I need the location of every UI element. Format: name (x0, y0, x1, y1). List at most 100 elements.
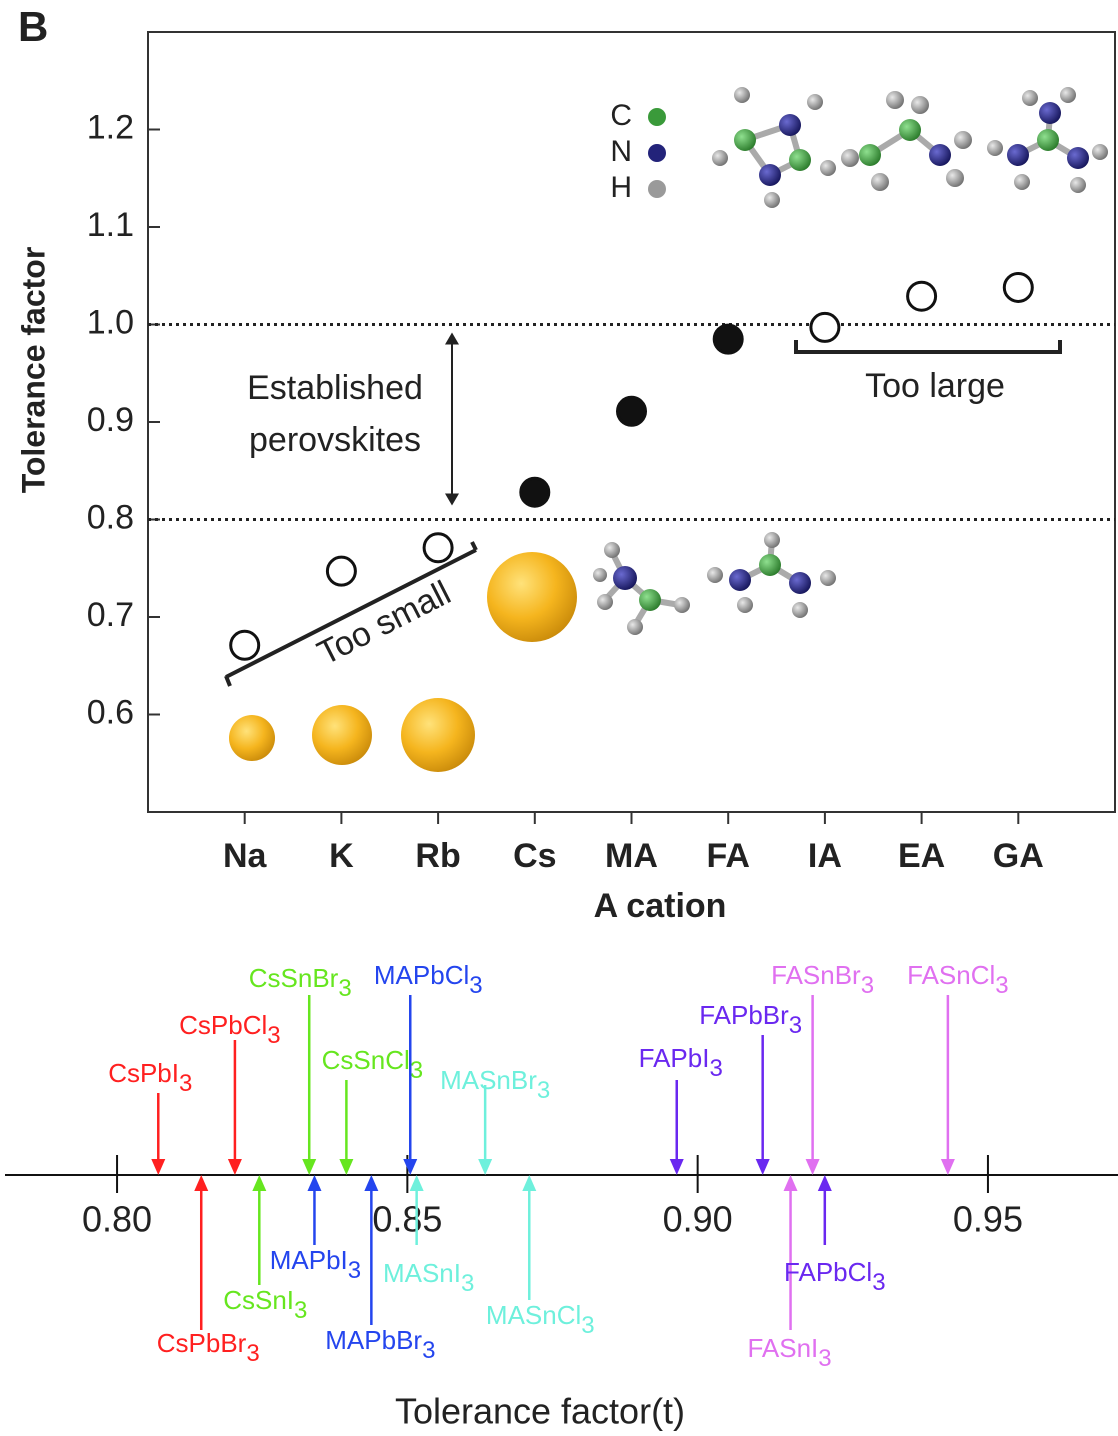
x-tick-label: Rb (415, 837, 460, 875)
y-axis-label: Tolerance factor (15, 247, 51, 494)
arrow-marker (940, 995, 955, 1175)
compound-label: MASnCl3 (486, 1300, 595, 1339)
y-tick-label: 1.2 (87, 108, 134, 146)
arrow-head (302, 1159, 317, 1175)
data-point (906, 280, 938, 312)
data-point (1002, 271, 1034, 303)
arrow-marker (755, 1035, 770, 1175)
compound-label: FASnBr3 (771, 960, 874, 999)
compound-label: FAPbBr3 (699, 1000, 802, 1039)
x-tick-label: 0.85 (372, 1199, 442, 1240)
x-tick-label: Cs (513, 837, 556, 875)
arrow-head (940, 1159, 955, 1175)
arrow-head (252, 1175, 267, 1191)
x-tick-label: GA (993, 837, 1044, 875)
compound-label: MASnBr3 (440, 1065, 550, 1104)
x-tick-label: 0.80 (82, 1199, 152, 1240)
arrow-head (403, 1159, 418, 1175)
compound-label: CsSnCl3 (322, 1045, 424, 1084)
compound-label: MAPbCl3 (374, 960, 483, 999)
arrow-head (307, 1175, 322, 1191)
arrow-head (409, 1175, 424, 1191)
compound-label: MASnI3 (383, 1258, 474, 1297)
x-tick-label: MA (605, 837, 658, 875)
arrow-head (339, 1159, 354, 1175)
arrow-marker (669, 1080, 684, 1175)
arrow-marker (227, 1040, 242, 1175)
arrow-marker (307, 1175, 322, 1245)
x-tick-label: K (329, 837, 354, 875)
molecules (593, 87, 1108, 635)
x-axis-label: Tolerance factor(t) (395, 1391, 685, 1432)
atom-legend-label: H (610, 171, 632, 204)
too-large-bracket (794, 340, 1062, 354)
compound-label: CsSnBr3 (249, 963, 352, 1002)
compound-label: FASnCl3 (907, 960, 1009, 999)
arrow-marker (302, 995, 317, 1175)
compound-label: CsPbCl3 (179, 1010, 281, 1049)
atom-legend-dot (648, 180, 666, 198)
y-tick-label: 0.9 (87, 401, 134, 439)
x-tick-label: 0.95 (953, 1199, 1023, 1240)
atom-legend-dot (648, 108, 666, 126)
annotation: Too large (865, 367, 1005, 405)
atom-legend-label: C (610, 99, 632, 132)
data-point (519, 476, 551, 508)
arrow-head (805, 1159, 820, 1175)
arrow-marker (783, 1175, 798, 1330)
arrow-head (194, 1175, 209, 1191)
arrow-marker (364, 1175, 379, 1325)
arrow-marker (817, 1175, 832, 1245)
arrow-head (478, 1159, 493, 1175)
compound-label: CsPbI3 (108, 1058, 192, 1097)
y-tick-label: 0.6 (87, 693, 134, 731)
compound-label: FASnI3 (747, 1333, 831, 1372)
data-point (809, 311, 841, 343)
data-point (422, 532, 454, 564)
compound-label: FAPbI3 (639, 1043, 723, 1082)
x-tick-label: FA (706, 837, 749, 875)
arrow-marker (194, 1175, 209, 1330)
x-axis-label: A cation (594, 887, 727, 925)
arrow-head (364, 1175, 379, 1191)
arrow-head (522, 1175, 537, 1191)
compound-label: CsSnI3 (223, 1285, 307, 1324)
data-point (616, 395, 647, 427)
arrow-marker (409, 1175, 424, 1245)
arrow-head (669, 1159, 684, 1175)
data-point (325, 555, 357, 587)
ion-spheres (229, 552, 577, 772)
arrow-head (817, 1175, 832, 1191)
atom-legend-dot (648, 144, 666, 162)
atom-legend-label: N (610, 135, 632, 168)
arrow-marker (805, 995, 820, 1175)
annotation: Established (247, 369, 423, 407)
x-tick-label: 0.90 (663, 1199, 733, 1240)
y-tick-label: 0.7 (87, 596, 134, 634)
arrow-marker (252, 1175, 267, 1285)
x-tick-label: IA (808, 837, 842, 875)
compound-label: FAPbCl3 (784, 1257, 886, 1296)
arrow-marker (403, 995, 418, 1175)
y-tick-label: 1.1 (87, 206, 134, 244)
x-tick-label: Na (223, 837, 268, 875)
y-tick-label: 0.8 (87, 498, 134, 536)
annotation: perovskites (249, 421, 421, 459)
compound-label: CsPbBr3 (157, 1328, 260, 1367)
x-tick-label: EA (898, 837, 945, 875)
arrow-head (783, 1175, 798, 1191)
compound-label: MAPbBr3 (325, 1325, 435, 1364)
too-small-bracket (224, 541, 478, 687)
panel-label: B (18, 3, 48, 50)
arrow-marker (522, 1175, 537, 1300)
y-tick-label: 1.0 (87, 303, 134, 341)
arrow-head (227, 1159, 242, 1175)
data-point (712, 323, 744, 355)
arrow-head (755, 1159, 770, 1175)
arrow-marker (478, 1085, 493, 1175)
compound-label: MAPbI3 (270, 1245, 361, 1284)
arrow-marker (339, 1080, 354, 1175)
arrow-marker (151, 1093, 166, 1175)
data-point (229, 629, 261, 661)
